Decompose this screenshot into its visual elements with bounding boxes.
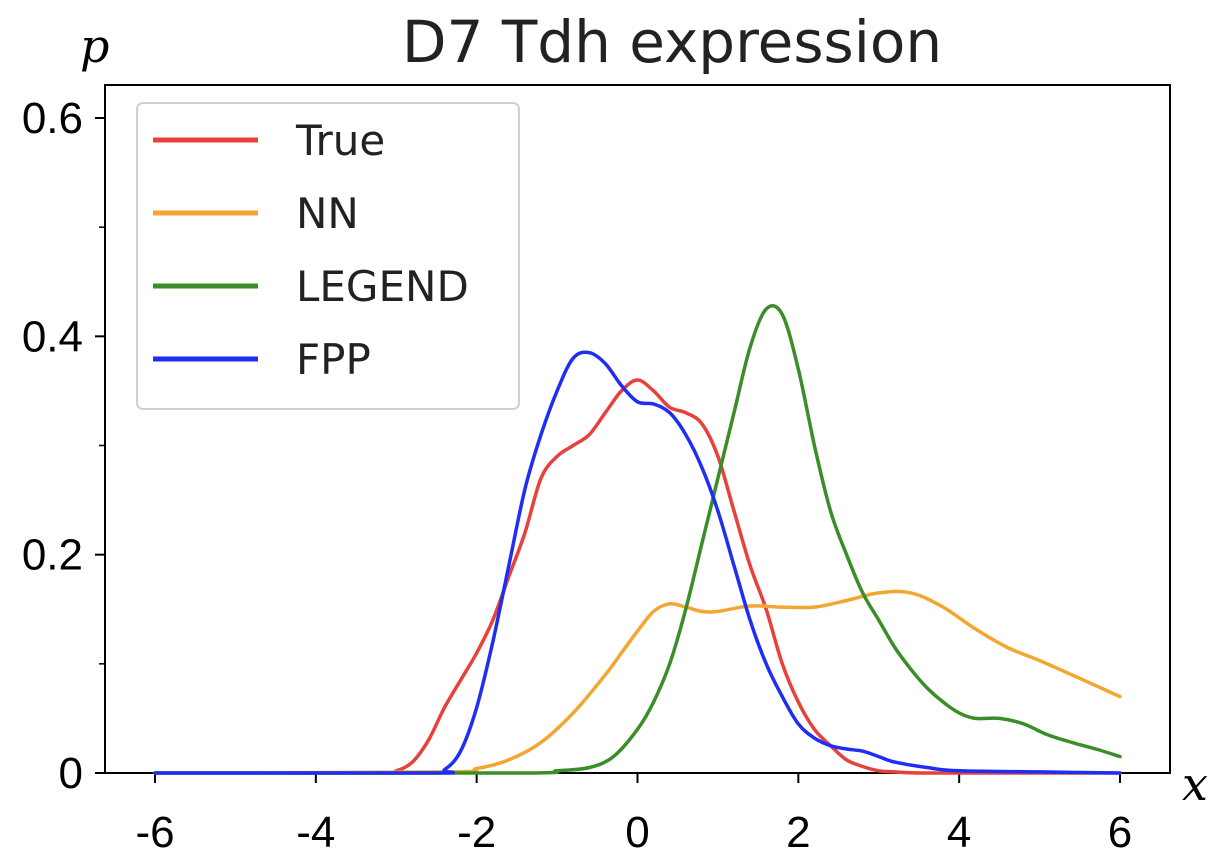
series-line-nn <box>153 589 1122 775</box>
chart-title: D7 Tdh expression <box>402 8 942 76</box>
legend-box <box>136 102 520 410</box>
series-line-true <box>153 378 1122 775</box>
y-tick-label: 0.4 <box>22 312 83 361</box>
x-tick-label: 4 <box>947 808 971 856</box>
legend-label-nn: NN <box>296 189 359 238</box>
x-tick-label: -6 <box>135 808 174 856</box>
x-axis-ticks: -6 -4 -2 0 2 4 6 <box>135 773 1132 856</box>
x-tick-label: 6 <box>1108 808 1132 856</box>
y-axis-ticks: 0 0.2 0.4 0.6 <box>22 94 105 798</box>
series-line-legend <box>153 303 1122 775</box>
x-tick-label: -2 <box>457 808 496 856</box>
series-line-fpp <box>153 350 1122 775</box>
legend-label-legend: LEGEND <box>296 262 469 311</box>
legend: True NN LEGEND FPP <box>136 102 520 410</box>
series-lines <box>153 303 1122 775</box>
x-tick-label: 2 <box>786 808 810 856</box>
x-tick-label: 0 <box>625 808 649 856</box>
y-tick-label: 0.6 <box>22 94 83 143</box>
legend-label-true: True <box>295 116 385 165</box>
x-tick-label: -4 <box>296 808 335 856</box>
x-axis-label: x <box>1182 757 1208 811</box>
y-axis-label: p <box>80 19 109 73</box>
legend-label-fpp: FPP <box>296 335 371 384</box>
y-tick-label: 0 <box>59 749 83 798</box>
y-tick-label: 0.2 <box>22 531 83 580</box>
